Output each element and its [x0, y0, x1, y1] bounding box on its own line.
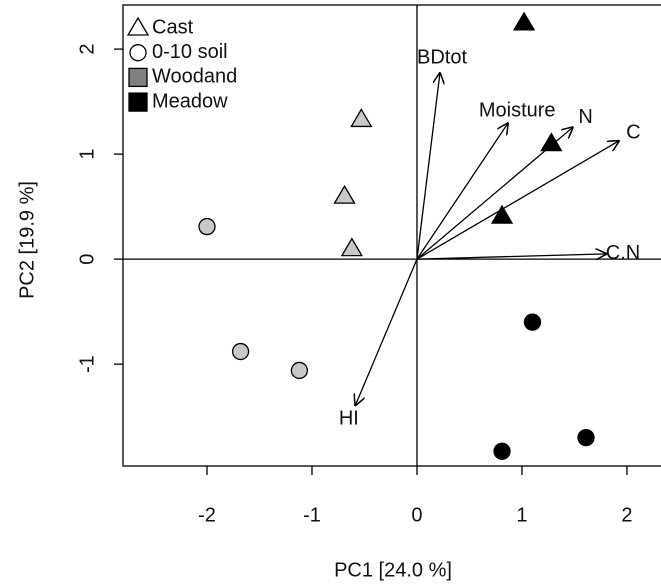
x-axis-title: PC1 [24.0 %]	[334, 559, 452, 581]
point	[540, 132, 563, 152]
loading-arrow	[416, 254, 607, 259]
y-tick-label: 2	[76, 44, 98, 55]
legend-symbol	[126, 16, 150, 36]
loading-label: BDtot	[417, 47, 467, 69]
x-tick-label: -1	[303, 504, 321, 526]
point	[523, 313, 542, 331]
point	[333, 184, 356, 204]
point	[490, 204, 514, 224]
x-tick-label: -2	[198, 504, 216, 526]
y-tick-label: -1	[76, 355, 98, 373]
point	[493, 442, 511, 460]
loading-label: C	[626, 122, 640, 144]
legend-label: Cast	[152, 16, 194, 38]
point	[340, 237, 364, 257]
loading-label: HI	[339, 407, 359, 429]
loading-arrow	[416, 140, 620, 260]
legend-symbol	[128, 67, 148, 88]
loading-label: C.N	[606, 242, 640, 264]
legend-label: Woodand	[152, 66, 237, 88]
loading-arrow	[416, 123, 508, 260]
x-tick-label: 1	[516, 504, 527, 526]
loading-label: Moisture	[479, 99, 556, 121]
point	[350, 108, 373, 128]
x-tick-label: 0	[411, 504, 422, 526]
y-tick-label: 0	[76, 254, 98, 265]
legend-label: 0-10 soil	[152, 41, 228, 63]
legend-symbol	[128, 92, 148, 112]
plot-frame	[122, 4, 661, 467]
y-axis-title: PC2 [19.9 %]	[16, 181, 38, 299]
point	[231, 342, 250, 361]
loading-label: N	[578, 106, 592, 128]
point	[290, 361, 309, 380]
loading-arrow	[416, 72, 440, 260]
point	[577, 428, 595, 447]
x-tick-label: 2	[621, 504, 632, 526]
legend-symbol	[129, 44, 147, 62]
point	[512, 11, 536, 31]
legend-label: Meadow	[152, 90, 228, 112]
loading-arrow	[355, 258, 418, 406]
point	[198, 217, 216, 236]
y-tick-label: 1	[76, 149, 98, 160]
